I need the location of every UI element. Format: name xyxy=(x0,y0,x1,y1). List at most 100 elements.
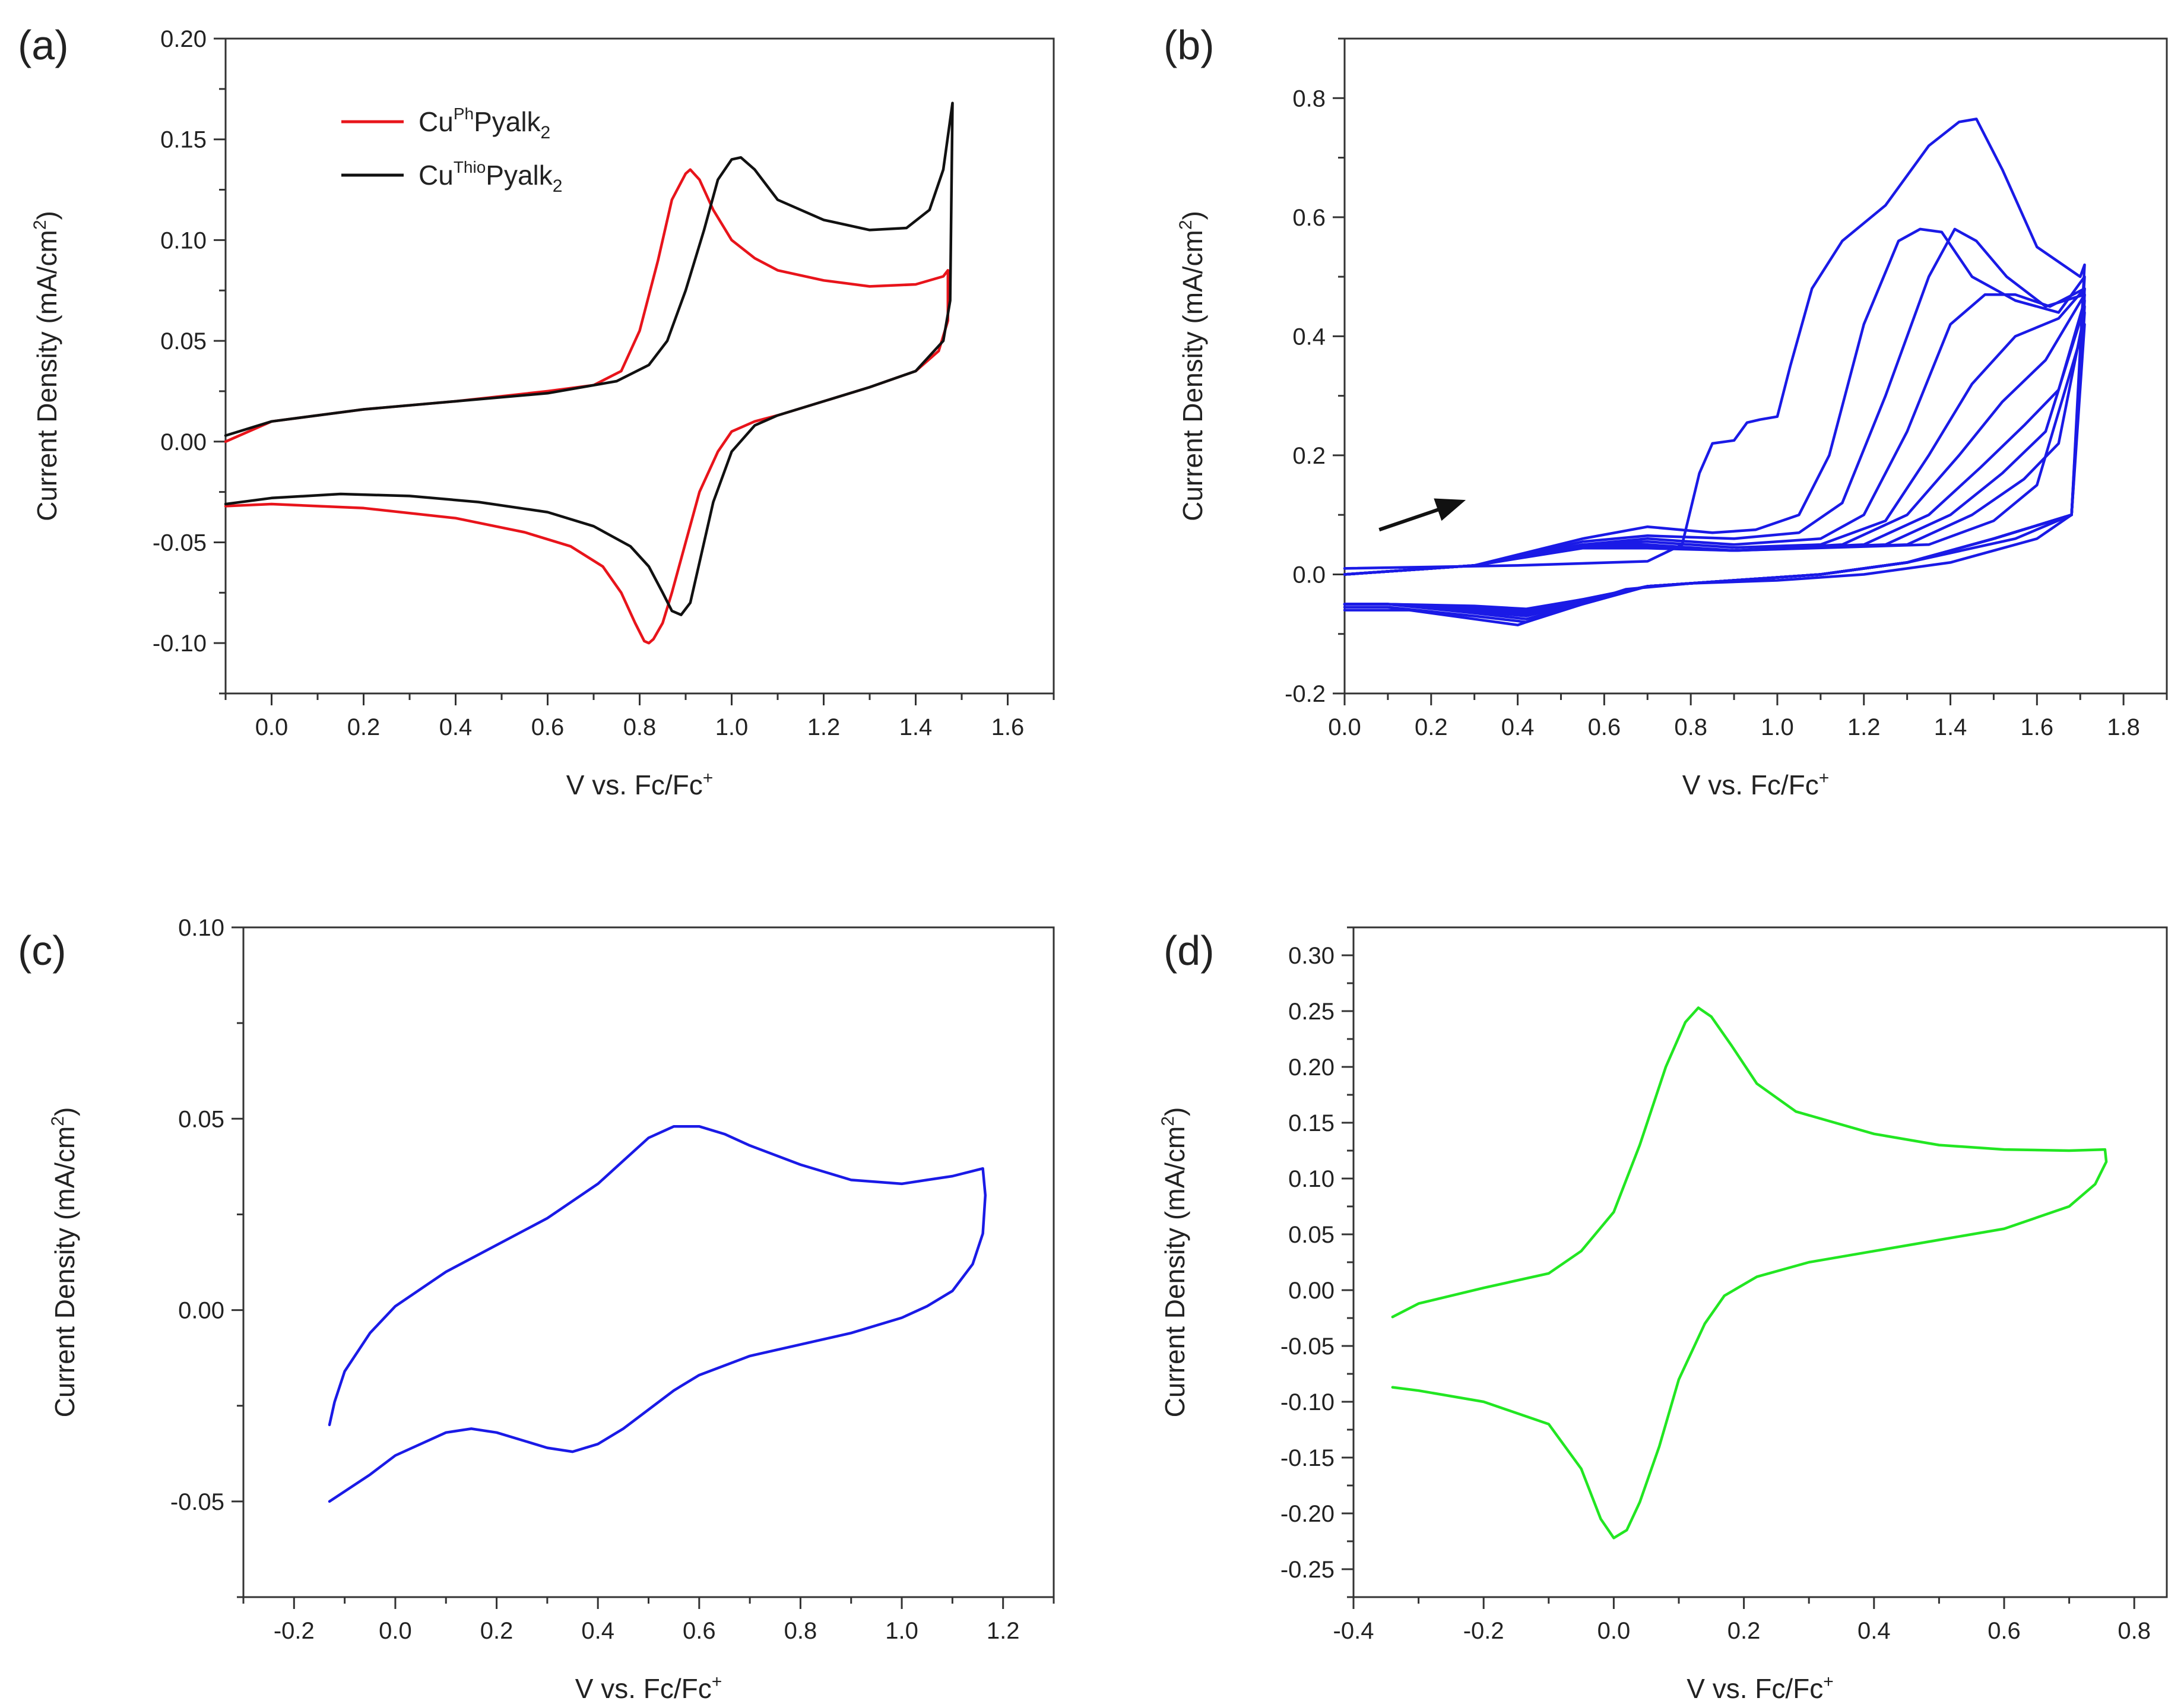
legend-text-mid: Pyalk xyxy=(486,160,553,191)
y-tick-label-a: 0.00 xyxy=(160,429,207,455)
x-axis-label-d: V vs. Fc/Fc+ xyxy=(1687,1672,1834,1701)
panel-label-a: (a) xyxy=(18,22,69,68)
y-tick-label-a: 0.05 xyxy=(160,328,207,354)
chart-panel-d: (d) -0.4 -0.2 0.0 0.2 0.4 0.6 0.8 -0.25 -0.20 -0.1… xyxy=(1158,926,2168,1701)
x-tick-label-c: -0.2 xyxy=(274,1618,315,1644)
y-axis-label-end: ) xyxy=(1159,1107,1190,1116)
y-tick-label-d: 0.25 xyxy=(1288,999,1335,1025)
legend-text-sup: Thio xyxy=(454,158,486,176)
y-axis-label-text: Current Density (mA/cm xyxy=(49,1126,80,1418)
x-tick-label-b: 0.8 xyxy=(1674,714,1707,740)
x-tick-label-b: 0.0 xyxy=(1328,714,1361,740)
x-tick-label-c: 1.2 xyxy=(987,1618,1020,1644)
y-tick-label-d: 0.00 xyxy=(1288,1278,1335,1304)
y-tick-label-b: 0.2 xyxy=(1292,443,1326,469)
y-tick-label-a: 0.20 xyxy=(160,26,207,52)
x-tick-label-c: 0.4 xyxy=(581,1618,614,1644)
x-axis-label-c: V vs. Fc/Fc+ xyxy=(575,1672,722,1701)
x-tick-label-d: 0.6 xyxy=(1988,1618,2021,1644)
x-axis-label-sup: + xyxy=(1819,768,1830,788)
y-tick-label-d: 0.15 xyxy=(1288,1110,1335,1136)
x-tick-label-d: 0.4 xyxy=(1857,1618,1891,1644)
y-axis-label-sup: 2 xyxy=(1158,1116,1178,1126)
y-tick-label-d: 0.10 xyxy=(1288,1166,1335,1192)
y-tick-label-d: 0.05 xyxy=(1288,1222,1335,1248)
y-tick-label-d: 0.20 xyxy=(1288,1054,1335,1081)
y-axis-label-a: Current Density (mA/cm2) xyxy=(30,211,62,521)
x-tick-label-b: 0.2 xyxy=(1415,714,1448,740)
x-tick-label-a: 0.0 xyxy=(255,714,289,740)
x-axis-label-text: V vs. Fc/Fc xyxy=(566,769,703,800)
x-axis-label-a: V vs. Fc/Fc+ xyxy=(566,768,714,800)
x-tick-label-b: 1.2 xyxy=(1847,714,1881,740)
chart-panel-b: (b)0.0 0.2 0.4 0.6 0.8 1.0 1.2 1.4 1.6 1.8-0.20.0… xyxy=(1164,22,2168,800)
series-line-b-10 xyxy=(1343,323,2086,610)
series-line-d-1 xyxy=(1391,1006,2108,1540)
x-tick-label-b: 1.6 xyxy=(2021,714,2054,740)
y-tick-label-b: 0.6 xyxy=(1292,205,1326,231)
legend-entry-1: CuPhPyalk2 xyxy=(419,104,550,142)
y-tick-label-d: -0.25 xyxy=(1280,1557,1335,1583)
y-tick-label-b: 0.4 xyxy=(1292,324,1326,350)
x-axis-label-sup: + xyxy=(1823,1672,1834,1692)
y-tick-label-b: 0.0 xyxy=(1292,562,1326,588)
series-line-a-1 xyxy=(224,168,950,645)
y-axis-label-end: ) xyxy=(49,1107,80,1116)
panel-label-b: (b) xyxy=(1164,22,1215,68)
x-tick-label-a: 1.4 xyxy=(899,714,933,740)
y-axis-label-end: ) xyxy=(1177,211,1208,220)
scan-direction-arrow-head xyxy=(1434,498,1466,521)
x-tick-label-a: 0.6 xyxy=(531,714,565,740)
y-tick-label-c: 0.05 xyxy=(178,1106,224,1132)
y-axis-label-text: Current Density (mA/cm xyxy=(1177,230,1208,521)
y-axis-label-b: Current Density (mA/cm2) xyxy=(1176,211,1208,521)
panel-label-d: (d) xyxy=(1164,927,1215,974)
y-tick-label-d: -0.20 xyxy=(1280,1501,1335,1527)
x-tick-label-a: 0.8 xyxy=(623,714,657,740)
series-line-b-4 xyxy=(1343,287,2086,617)
x-tick-label-c: 1.0 xyxy=(885,1618,918,1644)
y-tick-label-d: 0.30 xyxy=(1288,943,1335,969)
x-tick-label-d: 0.0 xyxy=(1597,1618,1631,1644)
x-tick-label-a: 1.6 xyxy=(991,714,1025,740)
y-tick-label-a: 0.15 xyxy=(160,127,207,153)
series-line-c-1 xyxy=(328,1125,987,1503)
legend-text-base: Cu xyxy=(419,106,454,137)
y-tick-label-b: 0.8 xyxy=(1292,85,1326,112)
x-tick-label-c: 0.2 xyxy=(480,1618,513,1644)
legend-text-sup: Ph xyxy=(454,104,474,123)
x-axis-label-sup: + xyxy=(703,768,714,788)
y-axis-label-sup: 2 xyxy=(48,1116,68,1126)
x-tick-label-c: 0.6 xyxy=(683,1618,716,1644)
legend-text-mid: Pyalk xyxy=(474,106,541,137)
x-tick-label-c: 0.0 xyxy=(379,1618,412,1644)
legend-text-sub: 2 xyxy=(541,123,551,142)
y-axis-label-c: Current Density (mA/cm2) xyxy=(48,1107,80,1418)
x-tick-label-a: 1.2 xyxy=(807,714,841,740)
y-axis-label-text: Current Density (mA/cm xyxy=(1159,1126,1190,1418)
y-axis-label-sup: 2 xyxy=(30,220,50,230)
x-axis-label-text: V vs. Fc/Fc xyxy=(1687,1673,1823,1701)
x-tick-label-b: 1.8 xyxy=(2107,714,2140,740)
y-tick-label-c: 0.00 xyxy=(178,1298,224,1324)
panel-label-c: (c) xyxy=(18,927,66,974)
y-axis-label-text: Current Density (mA/cm xyxy=(31,230,62,521)
x-axis-label-text: V vs. Fc/Fc xyxy=(575,1673,712,1701)
x-tick-label-a: 0.4 xyxy=(439,714,473,740)
x-tick-label-b: 1.0 xyxy=(1761,714,1794,740)
legend-text-sub: 2 xyxy=(553,176,563,196)
chart-panel-c: (c) -0.2 0.0 0.2 0.4 0.6 0.8 1.0 1.2 -0.05 0.00 0.0… xyxy=(18,915,1055,1701)
x-tick-label-c: 0.8 xyxy=(784,1618,817,1644)
y-tick-label-d: -0.05 xyxy=(1280,1333,1335,1360)
y-tick-label-b: -0.2 xyxy=(1285,681,1326,707)
x-tick-label-b: 0.4 xyxy=(1501,714,1535,740)
legend-text-base: Cu xyxy=(419,160,454,191)
y-axis-label-end: ) xyxy=(31,211,62,220)
y-tick-label-a: -0.10 xyxy=(153,631,207,657)
legend-entry-2: CuThioPyalk2 xyxy=(419,158,562,196)
y-tick-label-a: 0.10 xyxy=(160,227,207,254)
y-tick-label-c: 0.10 xyxy=(178,915,224,941)
x-axis-label-b: V vs. Fc/Fc+ xyxy=(1682,768,1830,800)
chart-panel-a: (a) 0.0 0.2 0.4 0.6 0.8 1.0 1.2 1.4 1.6 -0.10 -0.05… xyxy=(18,22,1055,800)
